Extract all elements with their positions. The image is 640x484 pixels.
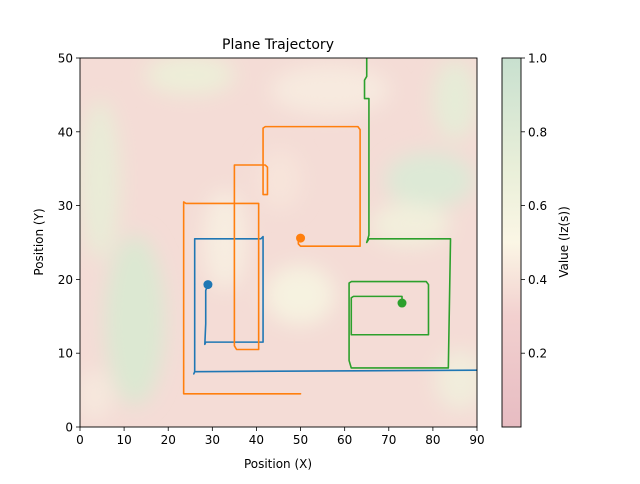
x-tick-label: 70 [381, 433, 396, 447]
colorbar-tick-label: 0.6 [528, 199, 547, 213]
trajectory-end-marker-1 [203, 280, 213, 290]
trajectory-line-2 [182, 125, 361, 395]
series-layer [182, 58, 477, 395]
colorbar-frame [501, 57, 522, 428]
trajectory-end-marker-3 [397, 298, 407, 308]
trajectory-line-3 [348, 58, 452, 369]
trajectory-line-1 [193, 235, 477, 375]
plot-frame [79, 57, 478, 428]
x-tick-label: 30 [205, 433, 220, 447]
x-tick-label: 20 [161, 433, 176, 447]
chart-title: Plane Trajectory [222, 37, 334, 53]
y-tick-label: 10 [58, 347, 73, 361]
colorbar-tick-label: 0.4 [528, 273, 547, 287]
colorbar-ticks: 0.2 0.4 0.6 0.8 1.0 [521, 52, 547, 361]
x-tick-label: 60 [337, 433, 352, 447]
y-tick-label: 20 [58, 273, 73, 287]
x-tick-label: 0 [76, 433, 84, 447]
x-axis: 0 10 20 30 40 50 60 70 80 90 [76, 427, 485, 447]
y-tick-label: 40 [58, 125, 73, 139]
colorbar-gradient [502, 58, 521, 427]
x-tick-label: 50 [293, 433, 308, 447]
colorbar: 0.2 0.4 0.6 0.8 1.0 Value (Iz(s)) [501, 52, 571, 428]
y-tick-label: 30 [58, 199, 73, 213]
y-tick-label: 0 [65, 421, 73, 435]
x-tick-label: 40 [249, 433, 264, 447]
colorbar-tick-label: 0.2 [528, 347, 547, 361]
colorbar-tick-label: 0.8 [528, 125, 547, 139]
y-axis-label: Position (Y) [32, 208, 46, 275]
y-axis: 0 10 20 30 40 50 [58, 52, 80, 435]
y-tick-label: 50 [58, 52, 73, 66]
heatmap-background [80, 58, 477, 427]
x-tick-label: 90 [469, 433, 484, 447]
x-tick-label: 10 [116, 433, 131, 447]
colorbar-tick-label: 1.0 [528, 52, 547, 66]
colorbar-label: Value (Iz(s)) [557, 206, 571, 278]
trajectory-end-marker-2 [296, 233, 306, 243]
x-tick-label: 80 [425, 433, 440, 447]
x-axis-label: Position (X) [244, 457, 312, 471]
